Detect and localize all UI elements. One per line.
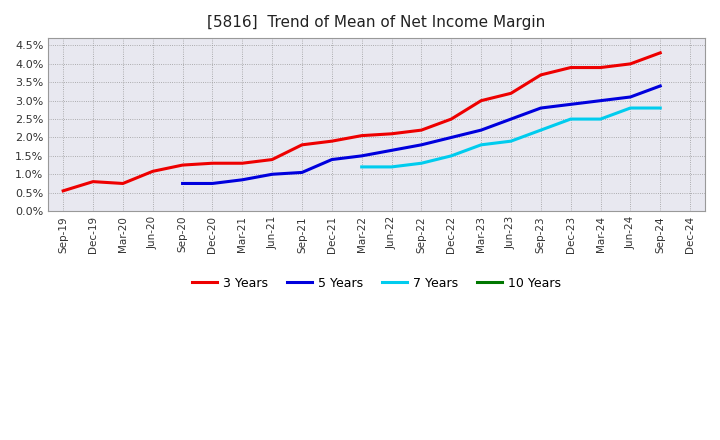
7 Years	[477, 142, 485, 147]
3 Years	[357, 133, 366, 138]
5 Years	[417, 142, 426, 147]
7 Years	[387, 164, 396, 169]
3 Years	[119, 181, 127, 186]
3 Years	[417, 128, 426, 133]
3 Years	[626, 61, 635, 66]
Line: 5 Years: 5 Years	[183, 86, 660, 183]
3 Years	[328, 139, 336, 144]
5 Years	[536, 106, 545, 111]
3 Years	[297, 142, 306, 147]
3 Years	[59, 188, 68, 194]
5 Years	[268, 172, 276, 177]
5 Years	[387, 148, 396, 153]
7 Years	[536, 128, 545, 133]
3 Years	[507, 91, 516, 96]
3 Years	[179, 162, 187, 168]
3 Years	[208, 161, 217, 166]
3 Years	[387, 131, 396, 136]
5 Years	[357, 153, 366, 158]
3 Years	[477, 98, 485, 103]
7 Years	[417, 161, 426, 166]
3 Years	[148, 169, 157, 174]
3 Years	[656, 50, 665, 55]
5 Years	[596, 98, 605, 103]
5 Years	[626, 94, 635, 99]
3 Years	[89, 179, 97, 184]
Line: 3 Years: 3 Years	[63, 53, 660, 191]
5 Years	[447, 135, 456, 140]
5 Years	[208, 181, 217, 186]
7 Years	[626, 106, 635, 111]
Legend: 3 Years, 5 Years, 7 Years, 10 Years: 3 Years, 5 Years, 7 Years, 10 Years	[187, 272, 567, 295]
7 Years	[656, 106, 665, 111]
7 Years	[567, 117, 575, 122]
7 Years	[507, 139, 516, 144]
5 Years	[297, 170, 306, 175]
5 Years	[567, 102, 575, 107]
3 Years	[596, 65, 605, 70]
Line: 7 Years: 7 Years	[361, 108, 660, 167]
5 Years	[507, 117, 516, 122]
7 Years	[357, 164, 366, 169]
5 Years	[179, 181, 187, 186]
3 Years	[567, 65, 575, 70]
3 Years	[447, 117, 456, 122]
5 Years	[238, 177, 246, 183]
5 Years	[328, 157, 336, 162]
3 Years	[238, 161, 246, 166]
Title: [5816]  Trend of Mean of Net Income Margin: [5816] Trend of Mean of Net Income Margi…	[207, 15, 546, 30]
3 Years	[536, 72, 545, 77]
3 Years	[268, 157, 276, 162]
5 Years	[477, 128, 485, 133]
7 Years	[447, 153, 456, 158]
5 Years	[656, 83, 665, 88]
7 Years	[596, 117, 605, 122]
